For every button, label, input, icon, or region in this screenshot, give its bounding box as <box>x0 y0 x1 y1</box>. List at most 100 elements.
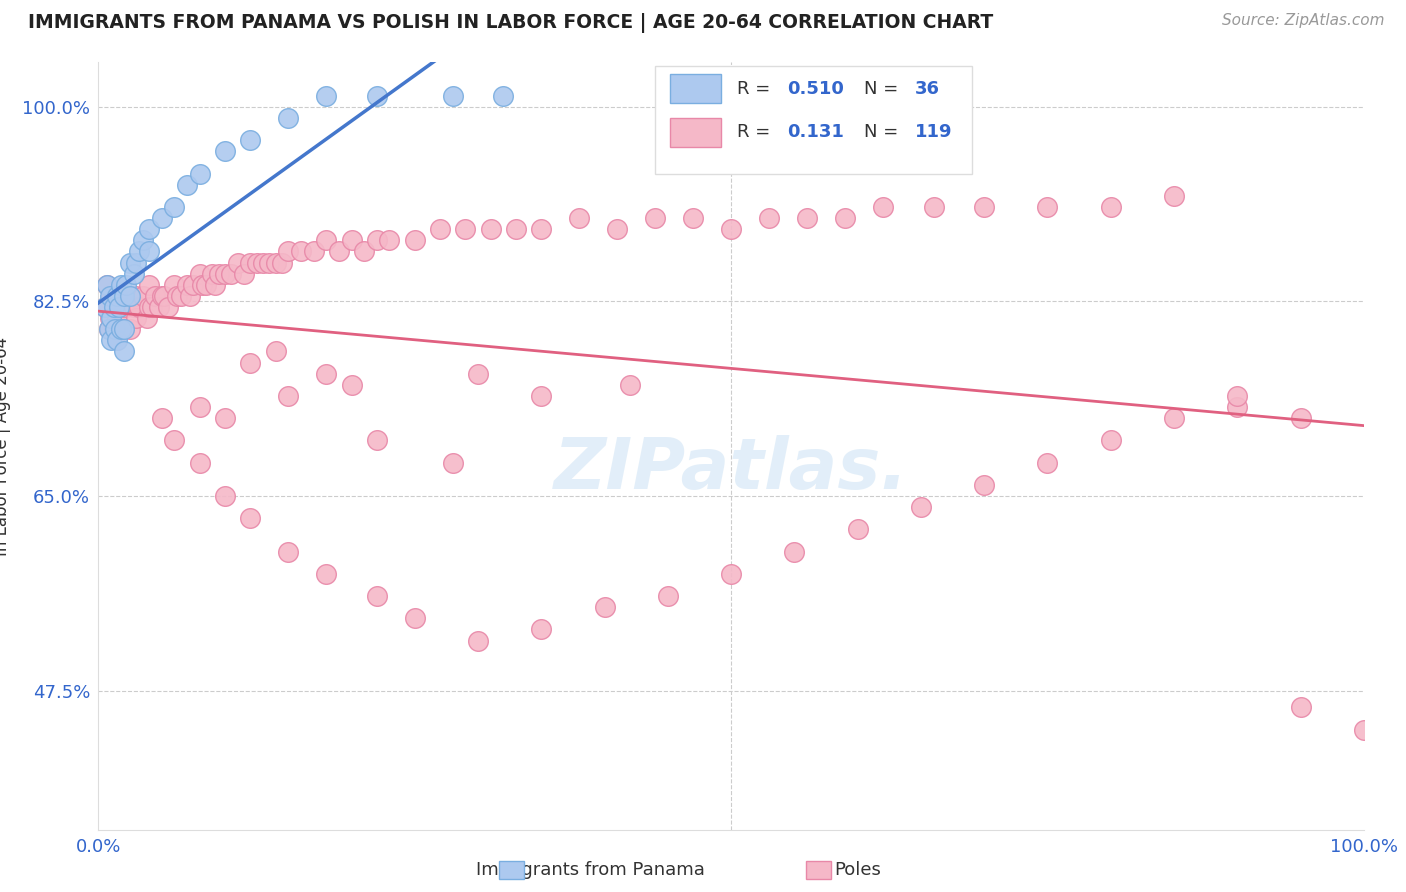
Point <box>103 300 125 314</box>
Point <box>277 389 299 403</box>
Point <box>125 289 148 303</box>
Point <box>100 289 122 303</box>
Point <box>834 211 856 225</box>
Point <box>214 145 236 159</box>
Y-axis label: In Labor Force | Age 20-64: In Labor Force | Age 20-64 <box>0 336 11 556</box>
Point <box>644 211 666 225</box>
Point <box>264 344 287 359</box>
Point <box>315 233 337 247</box>
FancyBboxPatch shape <box>671 74 721 103</box>
Point <box>783 544 806 558</box>
Point <box>973 478 995 492</box>
Point <box>188 167 211 181</box>
Point <box>93 300 117 314</box>
Point <box>120 289 141 303</box>
Point <box>145 289 166 303</box>
Point <box>682 211 704 225</box>
Point <box>132 233 155 247</box>
Point <box>98 289 121 303</box>
Point <box>201 267 224 281</box>
Point <box>107 289 129 303</box>
Point <box>429 222 451 236</box>
Point <box>1289 411 1312 425</box>
Point <box>1099 434 1122 448</box>
Point <box>104 300 127 314</box>
Point <box>1226 400 1249 414</box>
Point <box>153 289 176 303</box>
Point <box>150 411 173 425</box>
Point <box>270 255 294 269</box>
Point <box>454 222 477 236</box>
Point <box>1226 389 1249 403</box>
Point <box>246 255 269 269</box>
Point <box>315 367 337 381</box>
Point <box>219 267 243 281</box>
Text: N =: N = <box>863 123 904 141</box>
Point <box>96 277 118 292</box>
Point <box>366 233 388 247</box>
Point <box>169 289 191 303</box>
Point <box>125 255 148 269</box>
Text: 119: 119 <box>914 123 952 141</box>
Point <box>353 244 375 259</box>
Text: R =: R = <box>737 79 776 97</box>
Point <box>138 222 160 236</box>
Point <box>150 289 173 303</box>
Point <box>135 311 157 326</box>
Point <box>277 244 299 259</box>
Text: 0.510: 0.510 <box>787 79 844 97</box>
Text: IMMIGRANTS FROM PANAMA VS POLISH IN LABOR FORCE | AGE 20-64 CORRELATION CHART: IMMIGRANTS FROM PANAMA VS POLISH IN LABO… <box>28 13 994 33</box>
Point <box>404 233 426 247</box>
Point <box>252 255 274 269</box>
Point <box>796 211 818 225</box>
Point <box>340 377 363 392</box>
Point <box>467 633 489 648</box>
Point <box>141 300 163 314</box>
Text: 36: 36 <box>914 79 939 97</box>
Point <box>120 255 141 269</box>
Point <box>100 311 122 326</box>
Text: Immigrants from Panama: Immigrants from Panama <box>477 861 704 879</box>
Point <box>112 300 135 314</box>
Point <box>148 300 170 314</box>
Point <box>163 434 186 448</box>
Point <box>302 244 325 259</box>
Point <box>259 255 281 269</box>
Point <box>188 456 211 470</box>
Point <box>103 322 125 336</box>
Point <box>910 500 932 515</box>
Point <box>366 589 388 603</box>
Point <box>112 344 135 359</box>
Point <box>606 222 628 236</box>
Point <box>110 322 132 336</box>
Point <box>1099 200 1122 214</box>
Point <box>467 367 489 381</box>
Text: Source: ZipAtlas.com: Source: ZipAtlas.com <box>1222 13 1385 29</box>
Point <box>315 88 337 103</box>
Point <box>492 88 515 103</box>
Point <box>530 389 553 403</box>
Point <box>568 211 591 225</box>
Point <box>239 133 262 147</box>
Text: Poles: Poles <box>834 861 882 879</box>
Point <box>922 200 945 214</box>
Point <box>720 222 742 236</box>
Point <box>107 334 129 348</box>
Point <box>404 611 426 625</box>
Point <box>315 566 337 581</box>
Point <box>657 589 679 603</box>
Point <box>176 178 198 192</box>
Point <box>138 277 160 292</box>
Point <box>973 200 995 214</box>
Point <box>846 522 869 536</box>
Point <box>1289 700 1312 714</box>
Point <box>115 300 138 314</box>
Point <box>112 289 135 303</box>
Point <box>110 289 132 303</box>
Point <box>138 300 160 314</box>
Point <box>441 456 464 470</box>
Point <box>441 88 464 103</box>
Point <box>208 267 231 281</box>
Point <box>183 277 205 292</box>
Point <box>107 311 129 326</box>
